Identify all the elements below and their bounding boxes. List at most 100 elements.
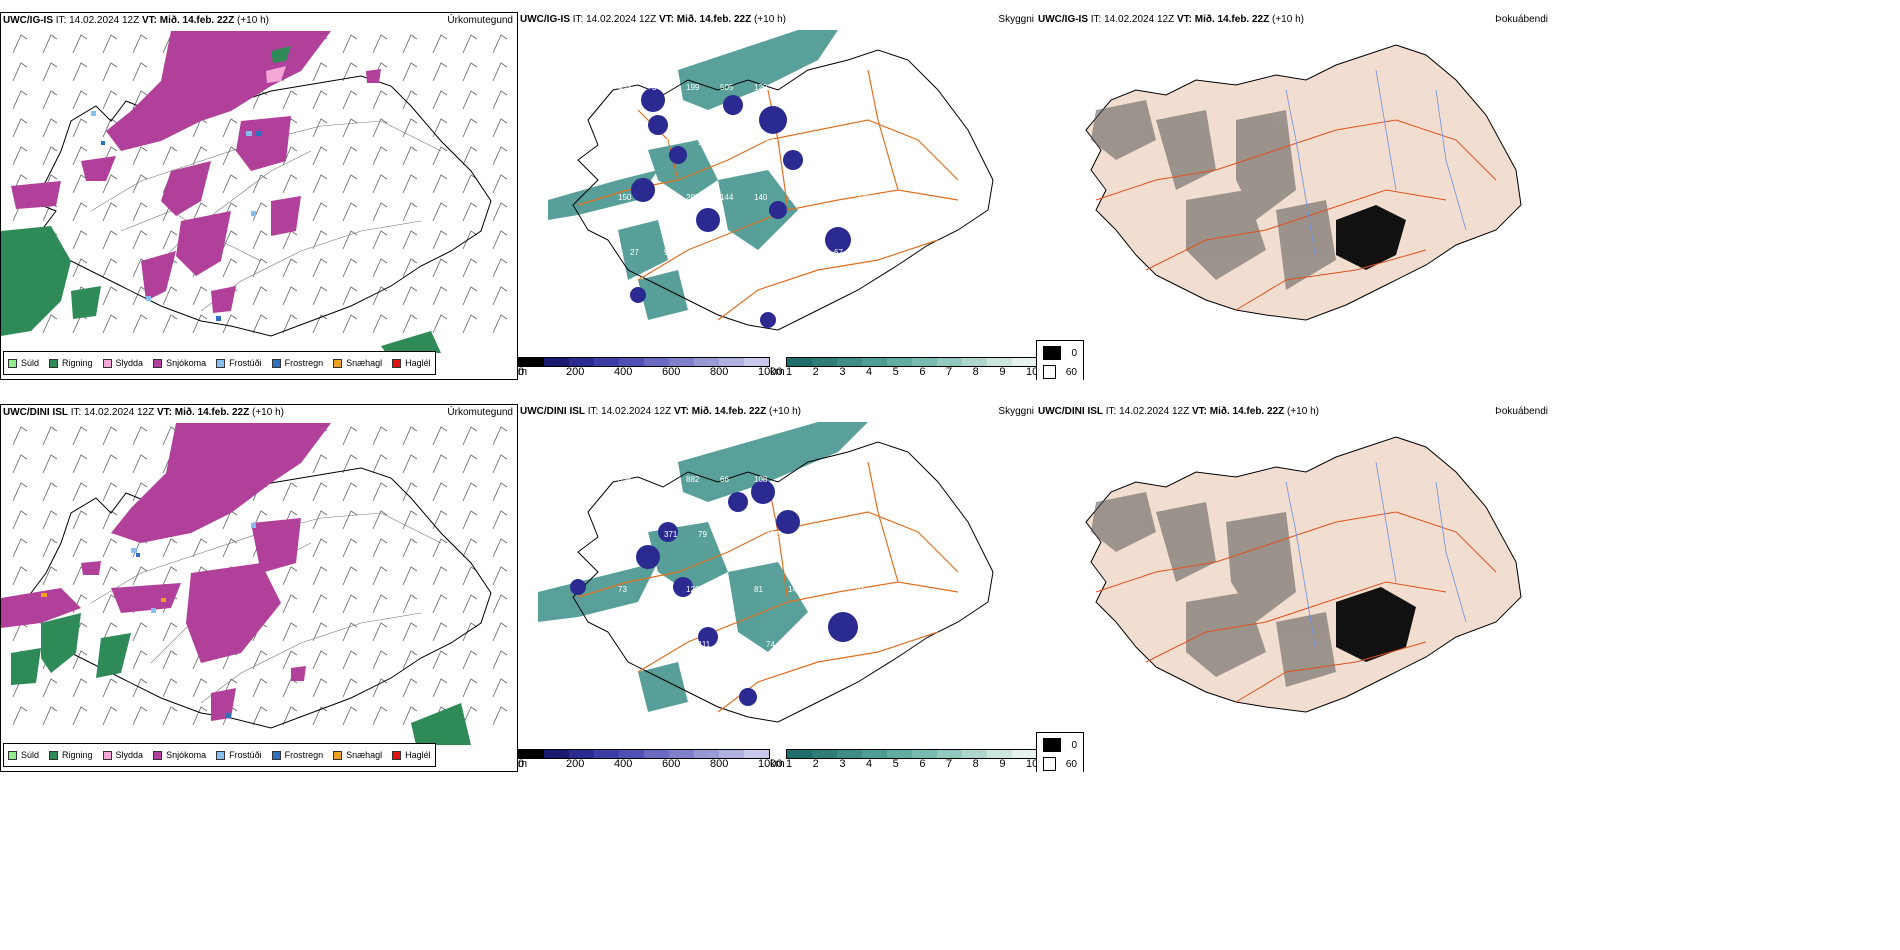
legend-swatch	[49, 750, 59, 760]
legend-label: Haglél	[405, 358, 431, 368]
scale-tick-label: 800	[710, 758, 729, 770]
wind-barb	[492, 118, 508, 138]
height-label: 36	[664, 138, 673, 147]
height-label: 425	[652, 193, 666, 202]
legend-item: Haglél	[392, 358, 431, 368]
wind-barb	[132, 566, 148, 586]
wind-barb	[102, 202, 118, 222]
wind-barb	[102, 510, 118, 530]
height-label: 258	[664, 640, 678, 649]
dense-fog-area	[1336, 205, 1406, 270]
scale-segment	[987, 358, 1012, 366]
panel-title: Þokuábendi	[1495, 406, 1548, 417]
wind-barb	[12, 426, 28, 446]
scale-segment	[744, 358, 769, 366]
wind-barb	[72, 202, 88, 222]
wind-barb	[342, 62, 358, 82]
wind-barb	[372, 286, 388, 306]
legend-label: Frostúði	[229, 750, 262, 760]
scale-segment	[694, 358, 719, 366]
wind-barb	[102, 454, 118, 474]
scale-tick-label: 1	[786, 366, 793, 378]
wind-barb	[222, 174, 238, 194]
scale-segment	[962, 750, 987, 758]
height-label: 505	[720, 83, 734, 92]
wind-barb	[492, 202, 508, 222]
wind-barb	[312, 650, 328, 670]
fog-shading	[1091, 492, 1336, 687]
wind-barb	[402, 258, 418, 278]
wind-barb	[462, 202, 478, 222]
scale-tick-label: 5	[892, 366, 899, 378]
wind-barb	[342, 118, 358, 138]
wind-barb	[342, 314, 358, 334]
wind-barb	[342, 538, 358, 558]
scale-segment	[619, 358, 644, 366]
wind-barb	[492, 146, 508, 166]
wind-barb	[312, 230, 328, 250]
legend-swatch	[153, 750, 163, 760]
wind-barb	[252, 174, 268, 194]
roads	[1095, 511, 1497, 703]
wind-barb	[402, 594, 418, 614]
wind-barb	[192, 146, 208, 166]
height-label: 371	[664, 530, 678, 539]
wind-barb	[72, 230, 88, 250]
wind-barb	[432, 622, 448, 642]
wind-barb	[102, 538, 118, 558]
height-label: 189	[822, 193, 836, 202]
height-label: 79	[834, 530, 843, 539]
wind-barb	[402, 286, 418, 306]
scale-tick-label: 10	[1026, 758, 1038, 770]
wind-barb	[402, 146, 418, 166]
wind-barb	[132, 34, 148, 54]
wind-barb	[372, 146, 388, 166]
height-label: 81	[754, 585, 763, 594]
wind-barb	[102, 62, 118, 82]
freezing-rain-spots	[101, 131, 261, 321]
wind-barb	[72, 34, 88, 54]
wind-barb	[492, 454, 508, 474]
wind-barb	[72, 482, 88, 502]
wind-barb	[102, 706, 118, 726]
height-label: 66	[630, 138, 639, 147]
height-label: 57	[732, 640, 741, 649]
wind-barb	[132, 230, 148, 250]
wind-barb	[42, 426, 58, 446]
wind-barb	[402, 34, 418, 54]
wind-barb	[492, 286, 508, 306]
wind-barb	[282, 706, 298, 726]
wind-barb	[342, 482, 358, 502]
wind-barb	[282, 314, 298, 334]
legend-label: Frostregn	[284, 750, 324, 760]
height-label: 889	[788, 475, 802, 484]
wind-barb	[462, 454, 478, 474]
height-label: 140	[754, 193, 768, 202]
height-label: 280	[822, 475, 836, 484]
legend-swatch	[216, 358, 226, 368]
legend-item: Frostregn	[271, 358, 323, 368]
wind-barb	[132, 62, 148, 82]
height-label: 19	[868, 248, 877, 257]
legend-swatch	[333, 750, 343, 760]
legend-label: Slydda	[115, 358, 144, 368]
legend-label: Slydda	[115, 750, 144, 760]
wind-barb	[12, 538, 28, 558]
panel-header: UWC/DINI ISL IT: 14.02.2024 12Z VT: Mið.…	[3, 407, 284, 418]
wind-barb	[432, 286, 448, 306]
legend-label: Snæhagl	[346, 358, 383, 368]
fog-panel-row2: UWC/DINI ISL IT: 14.02.2024 12Z VT: Mið.…	[1036, 404, 1556, 772]
height-label: 65	[868, 530, 877, 539]
legend-item: Slydda	[102, 750, 144, 760]
legend-item: Snjókoma	[153, 358, 206, 368]
height-label: 342	[652, 83, 666, 92]
wind-barb	[222, 258, 238, 278]
scale-segment	[569, 750, 594, 758]
wind-barb	[372, 202, 388, 222]
scale-tick-label: 7	[946, 366, 953, 378]
wind-barb	[252, 650, 268, 670]
wind-barb	[12, 706, 28, 726]
height-label: 10	[800, 248, 809, 257]
scale-segment	[519, 358, 544, 366]
height-label: 111	[698, 640, 711, 649]
